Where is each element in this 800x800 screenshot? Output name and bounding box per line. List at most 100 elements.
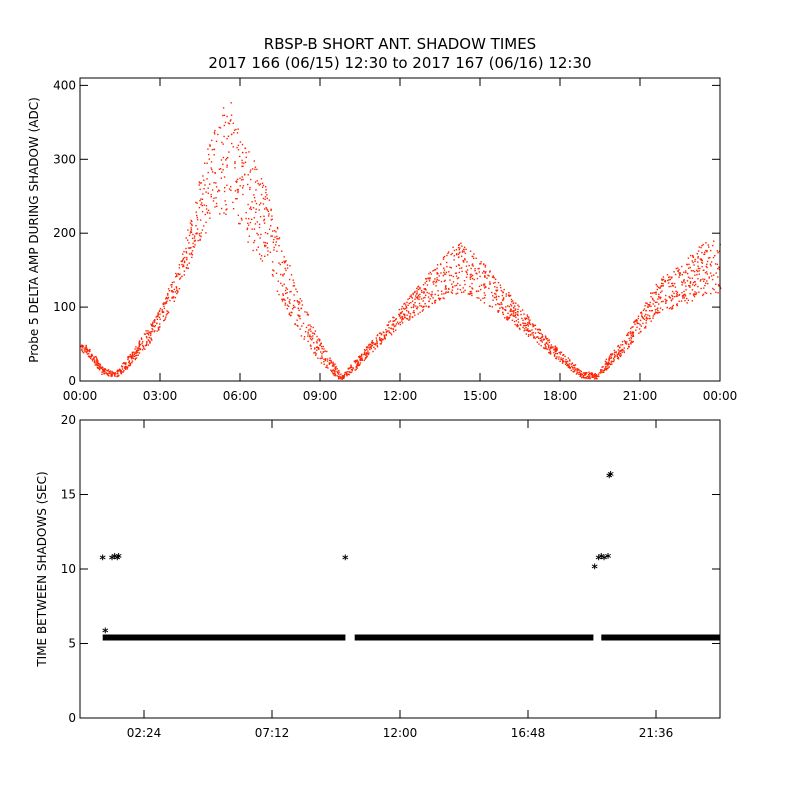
amplitude-point: [167, 288, 170, 290]
amplitude-point: [225, 159, 227, 161]
amplitude-point: [458, 271, 460, 274]
amplitude-point: [630, 342, 632, 344]
amplitude-point: [124, 363, 126, 365]
amplitude-point: [307, 340, 309, 343]
amplitude-point: [659, 286, 661, 288]
amplitude-point: [513, 311, 515, 313]
amplitude-point: [91, 358, 93, 361]
amplitude-point: [455, 253, 458, 255]
amplitude-point: [522, 319, 524, 321]
amplitude-point: [382, 338, 384, 340]
amplitude-point: [399, 323, 402, 326]
amplitude-point: [188, 262, 190, 264]
amplitude-point: [238, 222, 240, 225]
amplitude-point: [510, 303, 512, 306]
interval-y-tick-label: 20: [61, 413, 76, 427]
amplitude-point: [692, 261, 694, 264]
amplitude-point: [146, 337, 148, 339]
amplitude-point: [369, 348, 371, 351]
amplitude-point: [487, 274, 489, 276]
amplitude-panel: 00:00 03:00 06:00 09:00 12:00 15:00 18:00 21:00…: [27, 77, 737, 403]
amplitude-point: [323, 363, 325, 365]
amplitude-point: [662, 283, 664, 285]
amplitude-point: [478, 267, 480, 270]
amplitude-point: [104, 368, 106, 371]
amplitude-point: [207, 148, 209, 150]
amplitude-point: [443, 267, 445, 269]
amplitude-point: [610, 357, 612, 359]
amplitude-point: [541, 334, 543, 336]
amplitude-point: [324, 359, 327, 362]
amplitude-point: [117, 373, 119, 375]
amplitude-point: [288, 313, 290, 316]
amplitude-point: [417, 296, 419, 298]
amplitude-point: [309, 324, 311, 326]
amplitude-point: [364, 358, 366, 360]
amplitude-point: [141, 342, 143, 345]
amplitude-point: [715, 272, 717, 274]
amplitude-point: [656, 308, 658, 310]
amplitude-point: [421, 291, 423, 293]
amplitude-point: [705, 242, 707, 244]
amplitude-point: [138, 349, 140, 352]
amplitude-point: [401, 320, 403, 322]
amplitude-point: [315, 354, 317, 356]
amplitude-point: [316, 335, 318, 338]
amplitude-point: [698, 291, 700, 293]
amplitude-point: [500, 286, 502, 289]
amplitude-point: [109, 370, 112, 372]
amplitude-point: [582, 374, 585, 377]
amplitude-point: [203, 179, 205, 181]
amplitude-point: [340, 373, 342, 375]
amplitude-point: [572, 368, 574, 370]
amplitude-point: [650, 292, 652, 294]
amplitude-point: [157, 313, 159, 315]
amplitude-point: [410, 301, 412, 304]
amplitude-point: [193, 240, 196, 242]
amplitude-point: [643, 327, 646, 329]
amplitude-point: [687, 299, 690, 301]
amplitude-point: [494, 278, 497, 280]
amplitude-point: [249, 169, 252, 171]
amplitude-point: [86, 348, 88, 350]
amplitude-point: [527, 318, 530, 320]
amplitude-point: [608, 366, 610, 368]
amplitude-point: [99, 367, 102, 369]
amplitude-point: [384, 338, 386, 340]
amplitude-point: [695, 283, 697, 286]
amplitude-point: [313, 342, 315, 344]
amplitude-point: [626, 333, 629, 335]
amplitude-point: [517, 318, 519, 320]
interval-outlier-marker: *: [608, 469, 615, 483]
amplitude-point: [275, 244, 277, 246]
amplitude-point: [290, 290, 292, 293]
amplitude-point: [97, 367, 99, 370]
amplitude-point: [642, 322, 644, 325]
amplitude-point: [692, 284, 694, 286]
amplitude-point: [320, 351, 322, 353]
amplitude-point: [214, 172, 216, 174]
amplitude-point: [312, 335, 314, 337]
amplitude-point: [354, 361, 357, 363]
amplitude-point: [310, 336, 312, 338]
amplitude-point: [705, 282, 707, 284]
amplitude-point: [94, 359, 96, 361]
amplitude-point: [371, 340, 374, 342]
amplitude-point: [671, 306, 674, 308]
amplitude-point: [523, 322, 525, 325]
amplitude-point: [165, 297, 168, 299]
amplitude-point: [219, 127, 222, 129]
amplitude-point: [590, 374, 593, 376]
amplitude-point: [379, 339, 381, 341]
amplitude-point: [82, 345, 85, 347]
amplitude-point: [642, 316, 644, 319]
amplitude-point: [620, 344, 622, 346]
amplitude-point: [84, 350, 86, 353]
amplitude-point: [462, 287, 464, 289]
amplitude-point: [436, 267, 438, 270]
amplitude-point: [451, 283, 453, 285]
amplitude-point: [422, 284, 425, 286]
amplitude-point: [567, 357, 570, 359]
amplitude-point: [247, 174, 249, 176]
amplitude-point: [297, 314, 299, 316]
